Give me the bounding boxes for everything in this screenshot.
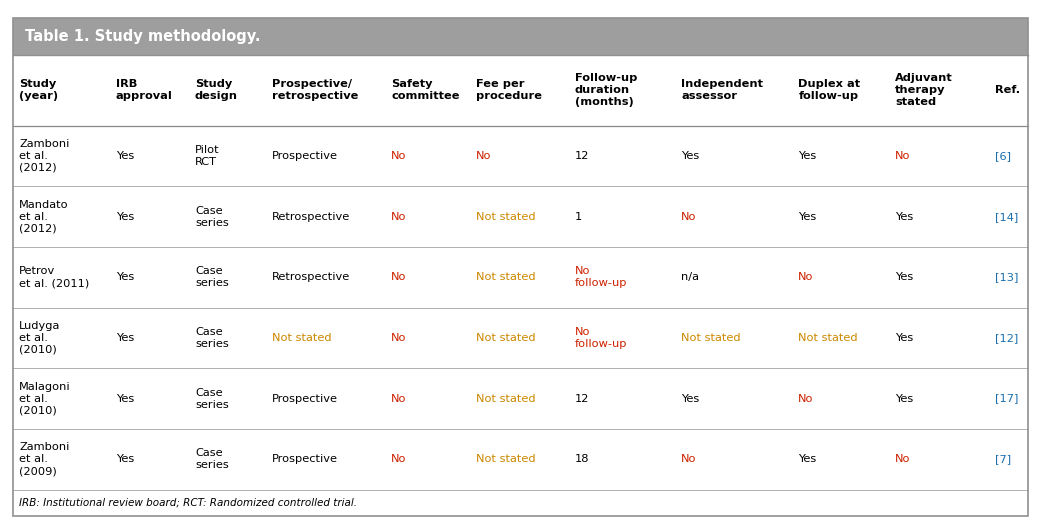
Text: No: No <box>391 212 407 222</box>
Text: No: No <box>476 151 491 161</box>
Text: Pilot
RCT: Pilot RCT <box>195 145 220 167</box>
Text: Zamboni
et al.
(2012): Zamboni et al. (2012) <box>19 139 70 173</box>
Text: Follow-up
duration
(months): Follow-up duration (months) <box>575 74 637 107</box>
Bar <box>12 368 1029 429</box>
Bar <box>12 186 1029 247</box>
Text: Yes: Yes <box>681 394 700 404</box>
Text: Yes: Yes <box>116 333 134 343</box>
Text: Yes: Yes <box>798 151 816 161</box>
Bar <box>12 18 1029 55</box>
Text: Not stated: Not stated <box>476 394 535 404</box>
Text: Study
design: Study design <box>195 79 238 102</box>
Text: Retrospective: Retrospective <box>272 272 350 282</box>
Text: Not stated: Not stated <box>681 333 740 343</box>
Text: IRB
approval: IRB approval <box>116 79 173 102</box>
Text: No: No <box>391 272 407 282</box>
Text: No: No <box>895 454 911 464</box>
Text: Yes: Yes <box>116 212 134 222</box>
Text: Not stated: Not stated <box>798 333 858 343</box>
Text: Yes: Yes <box>895 212 914 222</box>
Text: No: No <box>391 394 407 404</box>
Text: No: No <box>798 394 814 404</box>
Text: Mandato
et al.
(2012): Mandato et al. (2012) <box>19 199 69 234</box>
Text: IRB: Institutional review board; RCT: Randomized controlled trial.: IRB: Institutional review board; RCT: Ra… <box>19 498 357 508</box>
Text: Case
series: Case series <box>195 266 229 288</box>
Text: Study
(year): Study (year) <box>19 79 58 102</box>
Text: Yes: Yes <box>116 454 134 464</box>
Text: Not stated: Not stated <box>476 454 535 464</box>
Text: [17]: [17] <box>994 394 1018 404</box>
Text: [7]: [7] <box>994 454 1011 464</box>
Text: Fee per
procedure: Fee per procedure <box>476 79 541 102</box>
Text: No: No <box>391 454 407 464</box>
Text: Yes: Yes <box>798 212 816 222</box>
Text: Malagoni
et al.
(2010): Malagoni et al. (2010) <box>19 381 71 416</box>
Text: No: No <box>681 212 696 222</box>
Text: No: No <box>391 333 407 343</box>
Text: Ref.: Ref. <box>994 85 1019 95</box>
Text: Prospective: Prospective <box>272 151 337 161</box>
Text: No: No <box>681 454 696 464</box>
Text: 12: 12 <box>575 151 589 161</box>
Text: Yes: Yes <box>116 394 134 404</box>
Text: Yes: Yes <box>798 454 816 464</box>
Text: 12: 12 <box>575 394 589 404</box>
Text: Yes: Yes <box>116 272 134 282</box>
Text: Yes: Yes <box>895 394 914 404</box>
Text: 18: 18 <box>575 454 589 464</box>
Text: Table 1. Study methodology.: Table 1. Study methodology. <box>25 29 260 44</box>
Text: Case
series: Case series <box>195 206 229 227</box>
Text: Not stated: Not stated <box>476 212 535 222</box>
Text: No
follow-up: No follow-up <box>575 266 628 288</box>
Text: Not stated: Not stated <box>272 333 331 343</box>
Text: Zamboni
et al.
(2009): Zamboni et al. (2009) <box>19 442 70 476</box>
Text: Petrov
et al. (2011): Petrov et al. (2011) <box>19 266 90 288</box>
Text: Duplex at
follow-up: Duplex at follow-up <box>798 79 861 102</box>
Bar <box>12 307 1029 368</box>
Text: Prospective/
retrospective: Prospective/ retrospective <box>272 79 358 102</box>
Text: [13]: [13] <box>994 272 1018 282</box>
Text: Safety
committee: Safety committee <box>391 79 460 102</box>
Text: [14]: [14] <box>994 212 1018 222</box>
Text: Adjuvant
therapy
stated: Adjuvant therapy stated <box>895 74 953 107</box>
Text: Ludyga
et al.
(2010): Ludyga et al. (2010) <box>19 321 60 355</box>
Text: Yes: Yes <box>895 272 914 282</box>
Bar <box>12 55 1029 125</box>
Text: Yes: Yes <box>681 151 700 161</box>
Text: Case
series: Case series <box>195 327 229 349</box>
Text: Not stated: Not stated <box>476 333 535 343</box>
Bar <box>12 429 1029 489</box>
Text: No: No <box>798 272 814 282</box>
Text: Yes: Yes <box>895 333 914 343</box>
Text: Case
series: Case series <box>195 448 229 470</box>
Text: No
follow-up: No follow-up <box>575 327 628 349</box>
Text: 1: 1 <box>575 212 582 222</box>
Bar <box>12 125 1029 186</box>
Text: Case
series: Case series <box>195 388 229 409</box>
Text: Not stated: Not stated <box>476 272 535 282</box>
Text: No: No <box>391 151 407 161</box>
Text: Independent
assessor: Independent assessor <box>681 79 763 102</box>
Text: Prospective: Prospective <box>272 394 337 404</box>
Text: No: No <box>895 151 911 161</box>
Text: Yes: Yes <box>116 151 134 161</box>
Text: [12]: [12] <box>994 333 1018 343</box>
Text: [6]: [6] <box>994 151 1011 161</box>
Bar <box>12 247 1029 307</box>
Text: Retrospective: Retrospective <box>272 212 350 222</box>
Text: Prospective: Prospective <box>272 454 337 464</box>
Text: n/a: n/a <box>681 272 699 282</box>
